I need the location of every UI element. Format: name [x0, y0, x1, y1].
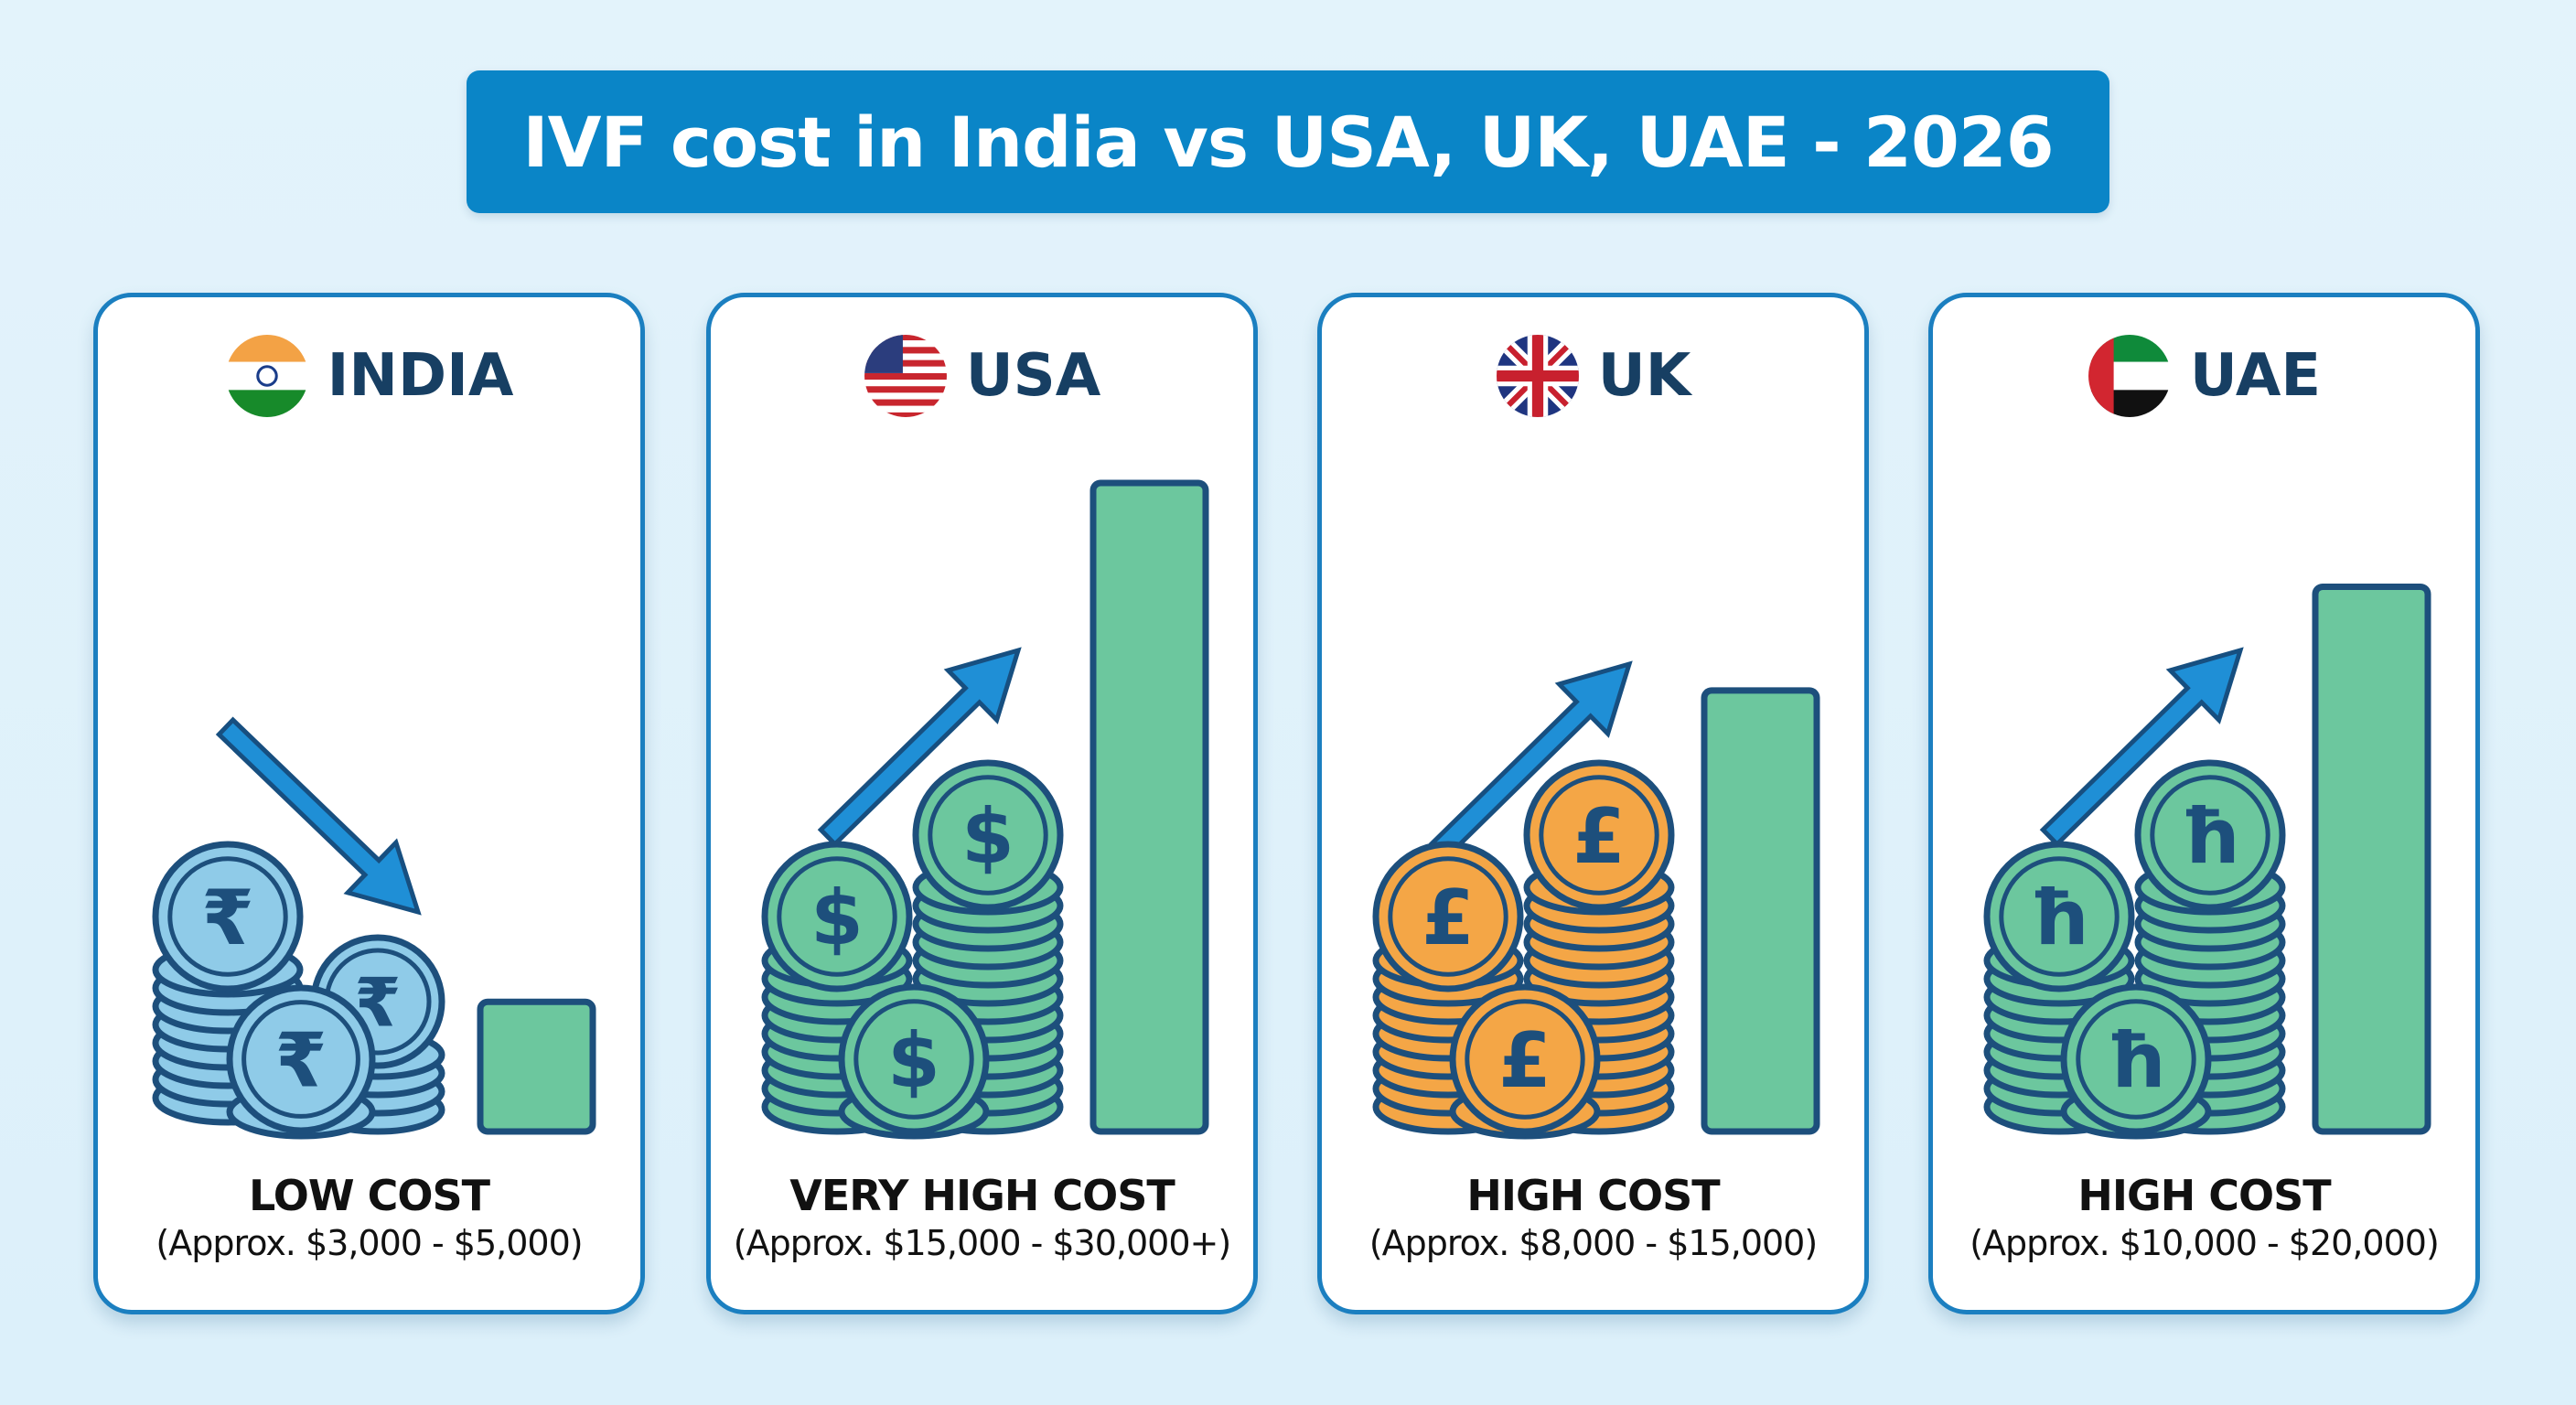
coin-front: ħ: [2060, 983, 2212, 1140]
currency-symbol: ħ: [2106, 1016, 2166, 1105]
page-title: IVF cost in India vs USA, UK, UAE - 2026: [522, 101, 2054, 183]
title-banner: IVF cost in India vs USA, UK, UAE - 2026: [467, 70, 2109, 213]
coin-front: ₹: [226, 984, 376, 1140]
cost-range: (Approx. $10,000 - $20,000): [1970, 1223, 2440, 1263]
cost-illustration: ħħħ: [1983, 583, 2431, 1140]
country-name: USA: [965, 342, 1101, 410]
currency-symbol: £: [1422, 874, 1475, 962]
cost-illustration: £ £ £: [1372, 660, 1820, 1140]
cost-label: LOW COST: [249, 1171, 490, 1220]
trend-arrow-icon: [215, 716, 422, 916]
cost-label: HIGH COST: [2077, 1171, 2331, 1220]
trend-arrow-icon: [817, 647, 1022, 848]
card-header: UK: [1322, 334, 1864, 418]
country-card-india: ₹ ₹ ₹ INDIA LOW COST (Approx. $3,000 - $5,…: [93, 293, 645, 1314]
currency-symbol: ħ: [2029, 874, 2089, 962]
country-card-usa: $ $ $ USA VERY HIGH COST (Approx. $15,000 …: [706, 293, 1258, 1314]
coin-stack-right: ħ: [2134, 759, 2286, 1135]
currency-symbol: ₹: [275, 1018, 327, 1105]
cost-illustration: $ $ $: [761, 479, 1209, 1140]
currency-symbol: £: [1572, 792, 1626, 881]
card-header: USA: [711, 334, 1253, 418]
cost-label: VERY HIGH COST: [789, 1171, 1175, 1220]
cost-range: (Approx. $8,000 - $15,000): [1368, 1223, 1818, 1263]
currency-symbol: $: [961, 792, 1014, 881]
country-card-uk: £ £ £ UK HIGH COST (Approx. $8,000 - $15,0…: [1317, 293, 1869, 1314]
uk-flag-icon: [1496, 335, 1579, 417]
card-header: UAE: [1933, 334, 2475, 418]
card-header: INDIA: [98, 334, 640, 418]
uae-flag-icon: [2088, 335, 2171, 417]
currency-symbol: $: [810, 874, 864, 962]
coin-front: $: [838, 983, 990, 1140]
coin-front: £: [1449, 983, 1601, 1140]
country-name: UK: [1597, 342, 1691, 410]
cost-range: (Approx. $15,000 - $30,000+): [733, 1223, 1231, 1263]
cost-bar-uae: [2312, 583, 2431, 1135]
country-name: UAE: [2189, 342, 2322, 410]
cost-range: (Approx. $3,000 - $5,000): [156, 1223, 583, 1263]
usa-flag-icon: [864, 335, 947, 417]
cost-illustration: ₹₹₹: [152, 716, 596, 1140]
cost-bar-usa: [1089, 479, 1209, 1135]
trend-arrow-icon: [1428, 660, 1633, 862]
trend-arrow-icon: [2039, 647, 2244, 848]
currency-symbol: ħ: [2180, 792, 2240, 881]
currency-symbol: ₹: [201, 874, 254, 962]
currency-symbol: $: [887, 1016, 940, 1105]
currency-symbol: £: [1498, 1016, 1551, 1105]
cost-bar-india: [477, 998, 596, 1135]
india-flag-icon: [225, 335, 308, 417]
cost-label: HIGH COST: [1466, 1171, 1720, 1220]
country-name: INDIA: [327, 342, 514, 410]
cost-bar-uk: [1701, 687, 1820, 1135]
coin-stack-right: $: [912, 759, 1064, 1135]
